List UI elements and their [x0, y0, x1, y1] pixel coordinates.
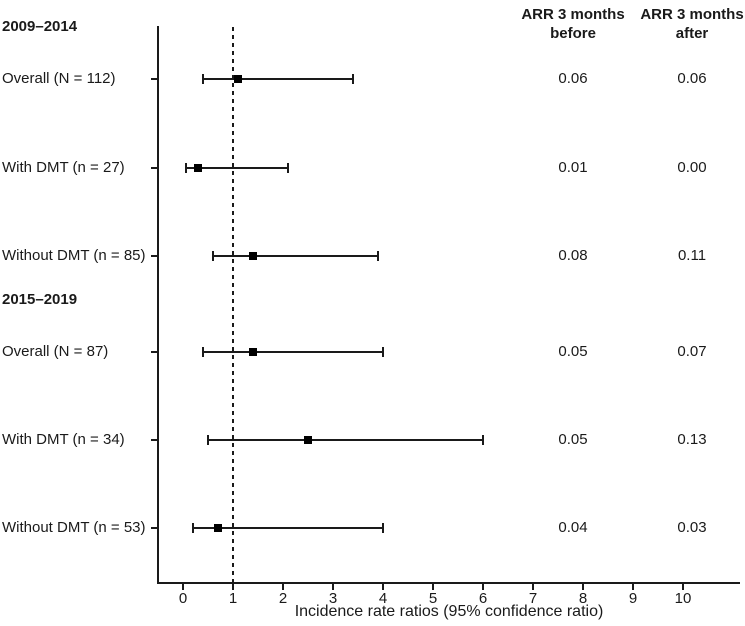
x-axis-tick — [332, 583, 334, 590]
ci-upper-cap — [377, 251, 379, 261]
x-axis-tick — [232, 583, 234, 590]
row-axis-tick — [151, 351, 158, 353]
point-estimate-marker — [304, 436, 312, 444]
x-axis-tick-label: 10 — [674, 590, 692, 607]
confidence-interval-line — [193, 527, 383, 529]
reference-line-at-1 — [232, 27, 234, 583]
group-header: 2009–2014 — [2, 18, 78, 35]
arr-before-value: 0.08 — [558, 247, 588, 264]
arr-after-value: 0.07 — [677, 343, 707, 360]
x-axis-tick — [632, 583, 634, 590]
x-axis-tick-label: 3 — [328, 590, 338, 607]
row-label: Overall (N = 112) — [2, 70, 116, 87]
x-axis-tick-label: 6 — [478, 590, 488, 607]
x-axis-tick — [282, 583, 284, 590]
arr-before-value: 0.06 — [558, 70, 588, 87]
y-axis-spine — [157, 26, 159, 583]
x-axis-tick — [532, 583, 534, 590]
arr-before-value: 0.04 — [558, 519, 588, 536]
ci-upper-cap — [382, 347, 384, 357]
ci-lower-cap — [207, 435, 209, 445]
ci-upper-cap — [482, 435, 484, 445]
ci-lower-cap — [192, 523, 194, 533]
x-axis-tick-label: 8 — [578, 590, 588, 607]
arr-before-value: 0.05 — [558, 343, 588, 360]
x-axis-tick-label: 1 — [228, 590, 238, 607]
row-label: With DMT (n = 27) — [2, 159, 125, 176]
row-label: Overall (N = 87) — [2, 343, 109, 360]
x-axis-tick — [582, 583, 584, 590]
arr-after-value: 0.03 — [677, 519, 707, 536]
x-axis-tick — [682, 583, 684, 590]
column-header-arr-after: ARR 3 months after — [640, 6, 744, 42]
x-axis-tick — [482, 583, 484, 590]
x-axis-tick-label: 0 — [178, 590, 188, 607]
arr-after-value: 0.13 — [677, 431, 707, 448]
confidence-interval-line — [185, 167, 288, 169]
row-axis-tick — [151, 527, 158, 529]
x-axis-tick — [432, 583, 434, 590]
x-axis-tick-label: 5 — [428, 590, 438, 607]
x-axis-tick-label: 2 — [278, 590, 288, 607]
point-estimate-marker — [249, 348, 257, 356]
row-axis-tick — [151, 255, 158, 257]
row-label: Without DMT (n = 85) — [2, 247, 146, 264]
confidence-interval-line — [213, 255, 378, 257]
row-axis-tick — [151, 167, 158, 169]
point-estimate-marker — [214, 524, 222, 532]
x-axis-tick — [182, 583, 184, 590]
row-axis-tick — [151, 439, 158, 441]
ci-upper-cap — [287, 163, 289, 173]
ci-lower-cap — [202, 74, 204, 84]
column-header-arr-before: ARR 3 months before — [521, 6, 625, 42]
confidence-interval-line — [203, 78, 353, 80]
x-axis-title: Incidence rate ratios (95% confidence ra… — [294, 603, 604, 620]
ci-lower-cap — [212, 251, 214, 261]
x-axis-tick-label: 4 — [378, 590, 388, 607]
point-estimate-marker — [249, 252, 257, 260]
row-label: With DMT (n = 34) — [2, 431, 125, 448]
ci-upper-cap — [382, 523, 384, 533]
confidence-interval-line — [208, 439, 483, 441]
ci-lower-cap — [202, 347, 204, 357]
confidence-interval-line — [203, 351, 383, 353]
arr-after-value: 0.00 — [677, 159, 707, 176]
row-label: Without DMT (n = 53) — [2, 519, 146, 536]
group-header: 2015–2019 — [2, 291, 78, 308]
ci-upper-cap — [352, 74, 354, 84]
ci-lower-cap — [184, 163, 187, 173]
arr-before-value: 0.05 — [558, 431, 588, 448]
point-estimate-marker — [194, 164, 202, 172]
x-axis-tick — [382, 583, 384, 590]
arr-after-value: 0.06 — [677, 70, 707, 87]
point-estimate-marker — [234, 75, 242, 83]
x-axis-tick-label: 9 — [628, 590, 638, 607]
row-axis-tick — [151, 78, 158, 80]
arr-after-value: 0.11 — [677, 247, 707, 264]
x-axis-spine — [157, 582, 740, 584]
arr-before-value: 0.01 — [558, 159, 588, 176]
x-axis-tick-label: 7 — [528, 590, 538, 607]
